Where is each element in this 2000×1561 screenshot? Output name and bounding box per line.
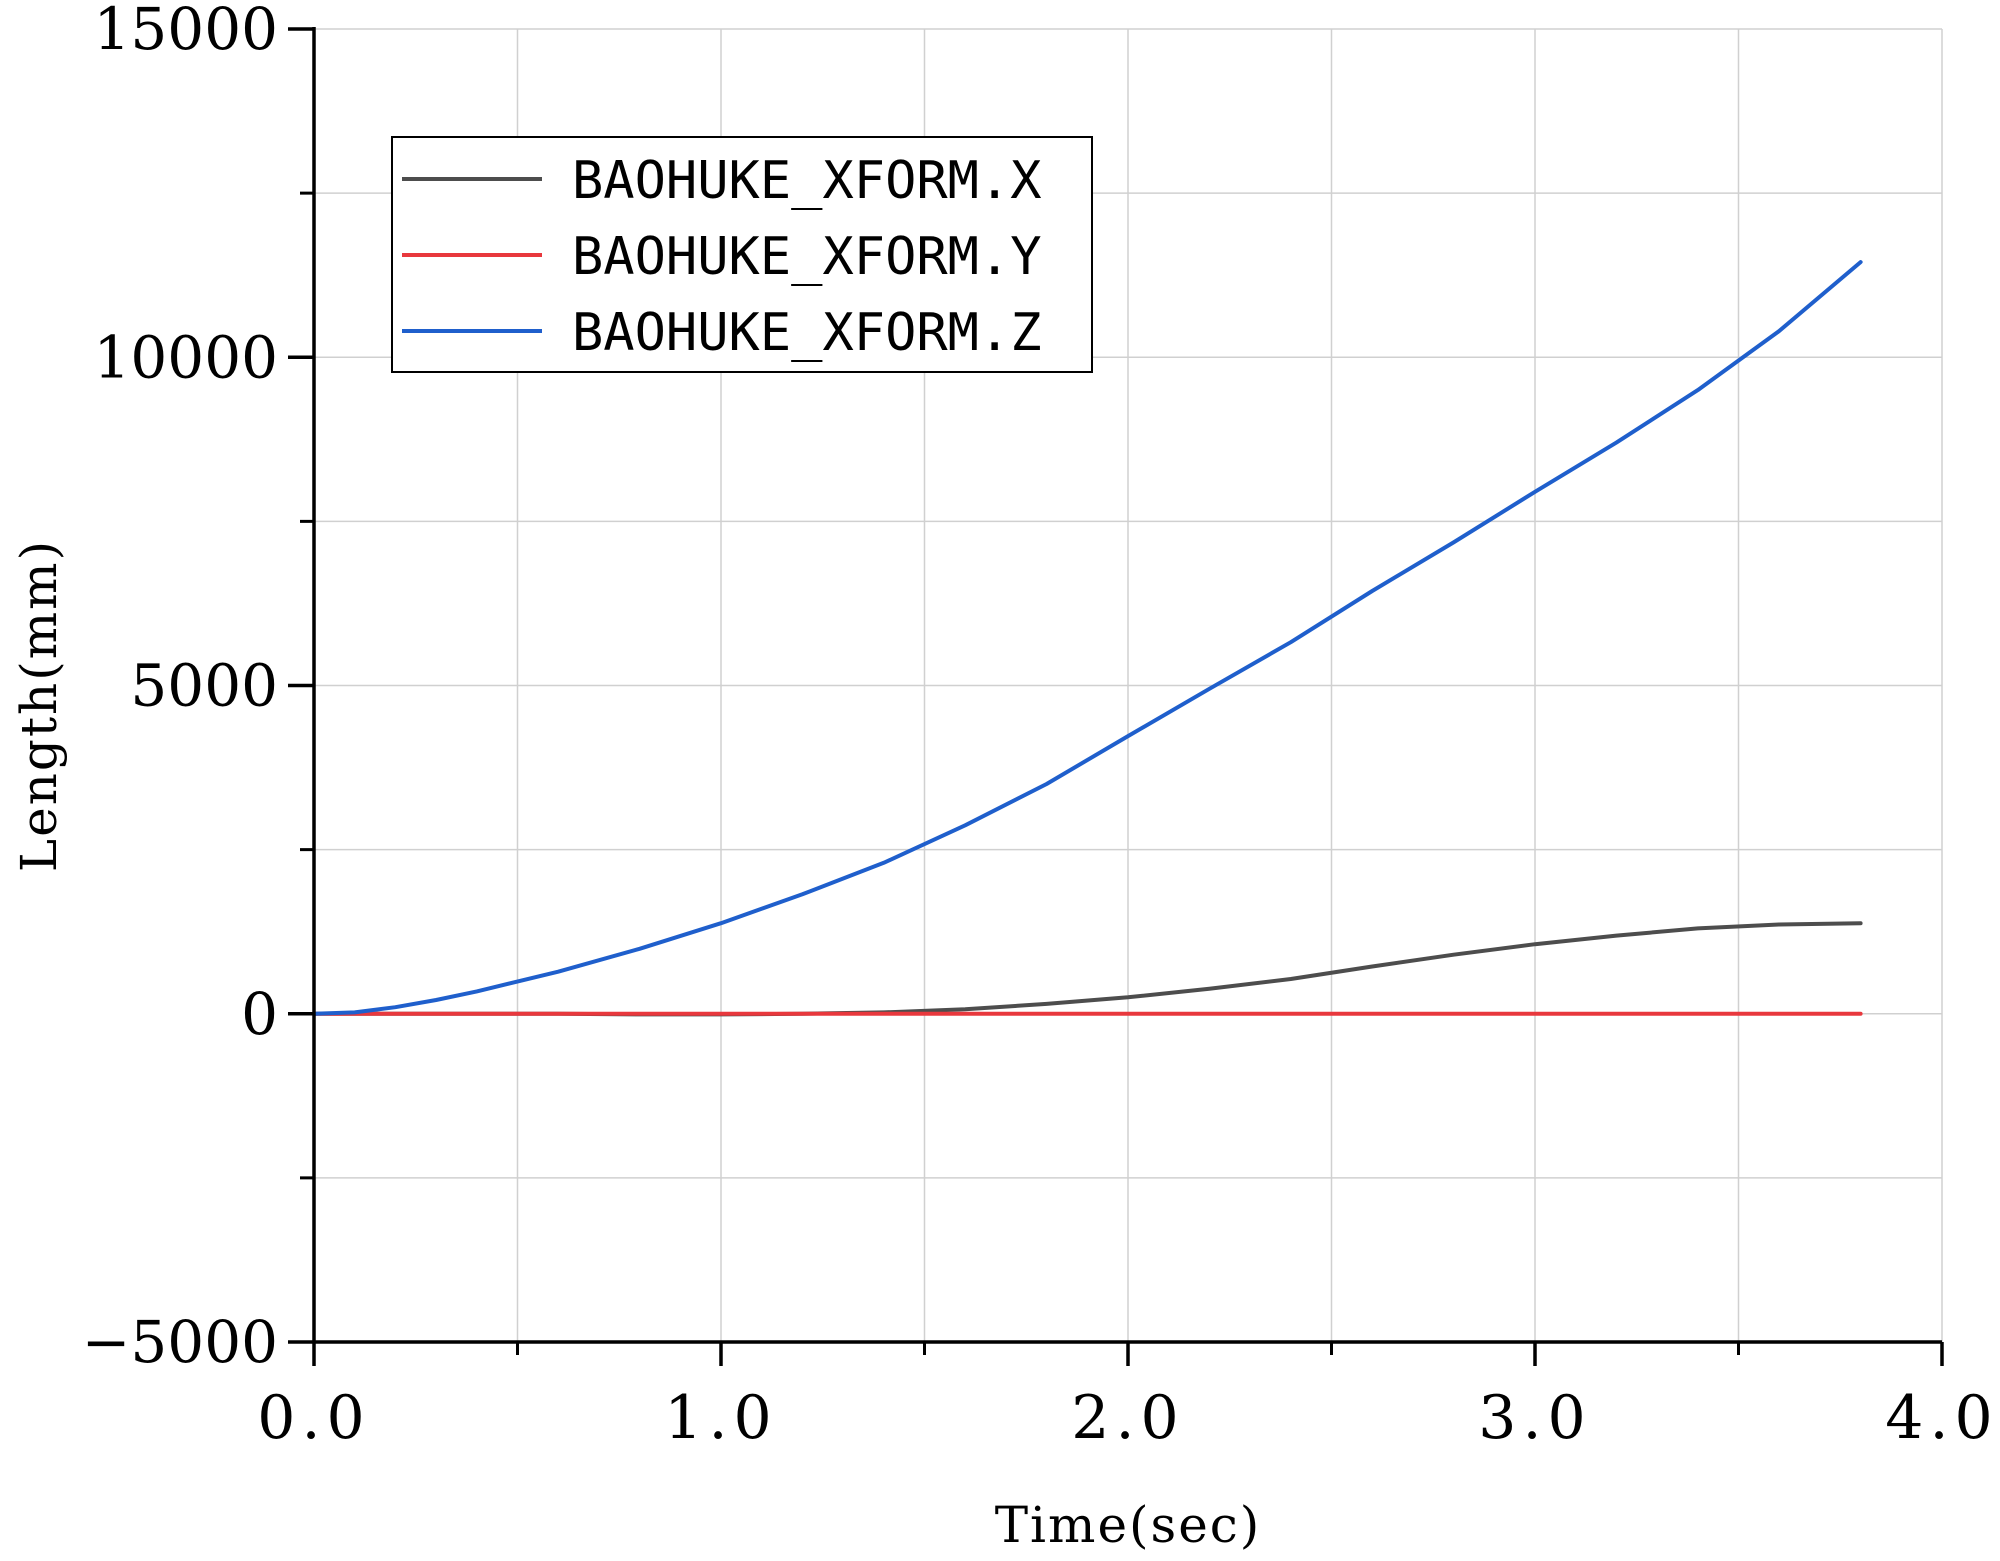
legend-entry-3: BAOHUKE_XFORM.Z — [572, 303, 1042, 363]
x-axis-title: Time(sec) — [995, 1496, 1262, 1554]
x-tick-label: 3.0 — [1478, 1383, 1591, 1453]
y-tick-label: 5000 — [130, 652, 278, 720]
series-line-1 — [312, 921, 1863, 1017]
y-tick-label: −5000 — [82, 1308, 278, 1376]
x-tick-label: 4.0 — [1885, 1383, 1998, 1453]
y-axis-title: Length(mm) — [10, 539, 68, 872]
x-tick-label: 2.0 — [1071, 1383, 1184, 1453]
legend-entry-2: BAOHUKE_XFORM.Y — [572, 227, 1042, 287]
series-lines — [312, 260, 1863, 1017]
legend-entry-1: BAOHUKE_XFORM.X — [572, 151, 1042, 211]
y-tick-label: 0 — [241, 980, 278, 1048]
y-tick-label: 10000 — [93, 323, 278, 391]
y-tick-label: 15000 — [93, 0, 278, 63]
x-tick-label: 1.0 — [664, 1383, 777, 1453]
x-tick-label: 0.0 — [257, 1383, 370, 1453]
series-line-3 — [312, 260, 1863, 1016]
legend: BAOHUKE_XFORM.X BAOHUKE_XFORM.Y BAOHUKE_XF… — [391, 136, 1093, 373]
axes: −5000 0 5000 10000 15000 0.0 1.0 2.0 3.0 4.0 — [82, 0, 1998, 1453]
